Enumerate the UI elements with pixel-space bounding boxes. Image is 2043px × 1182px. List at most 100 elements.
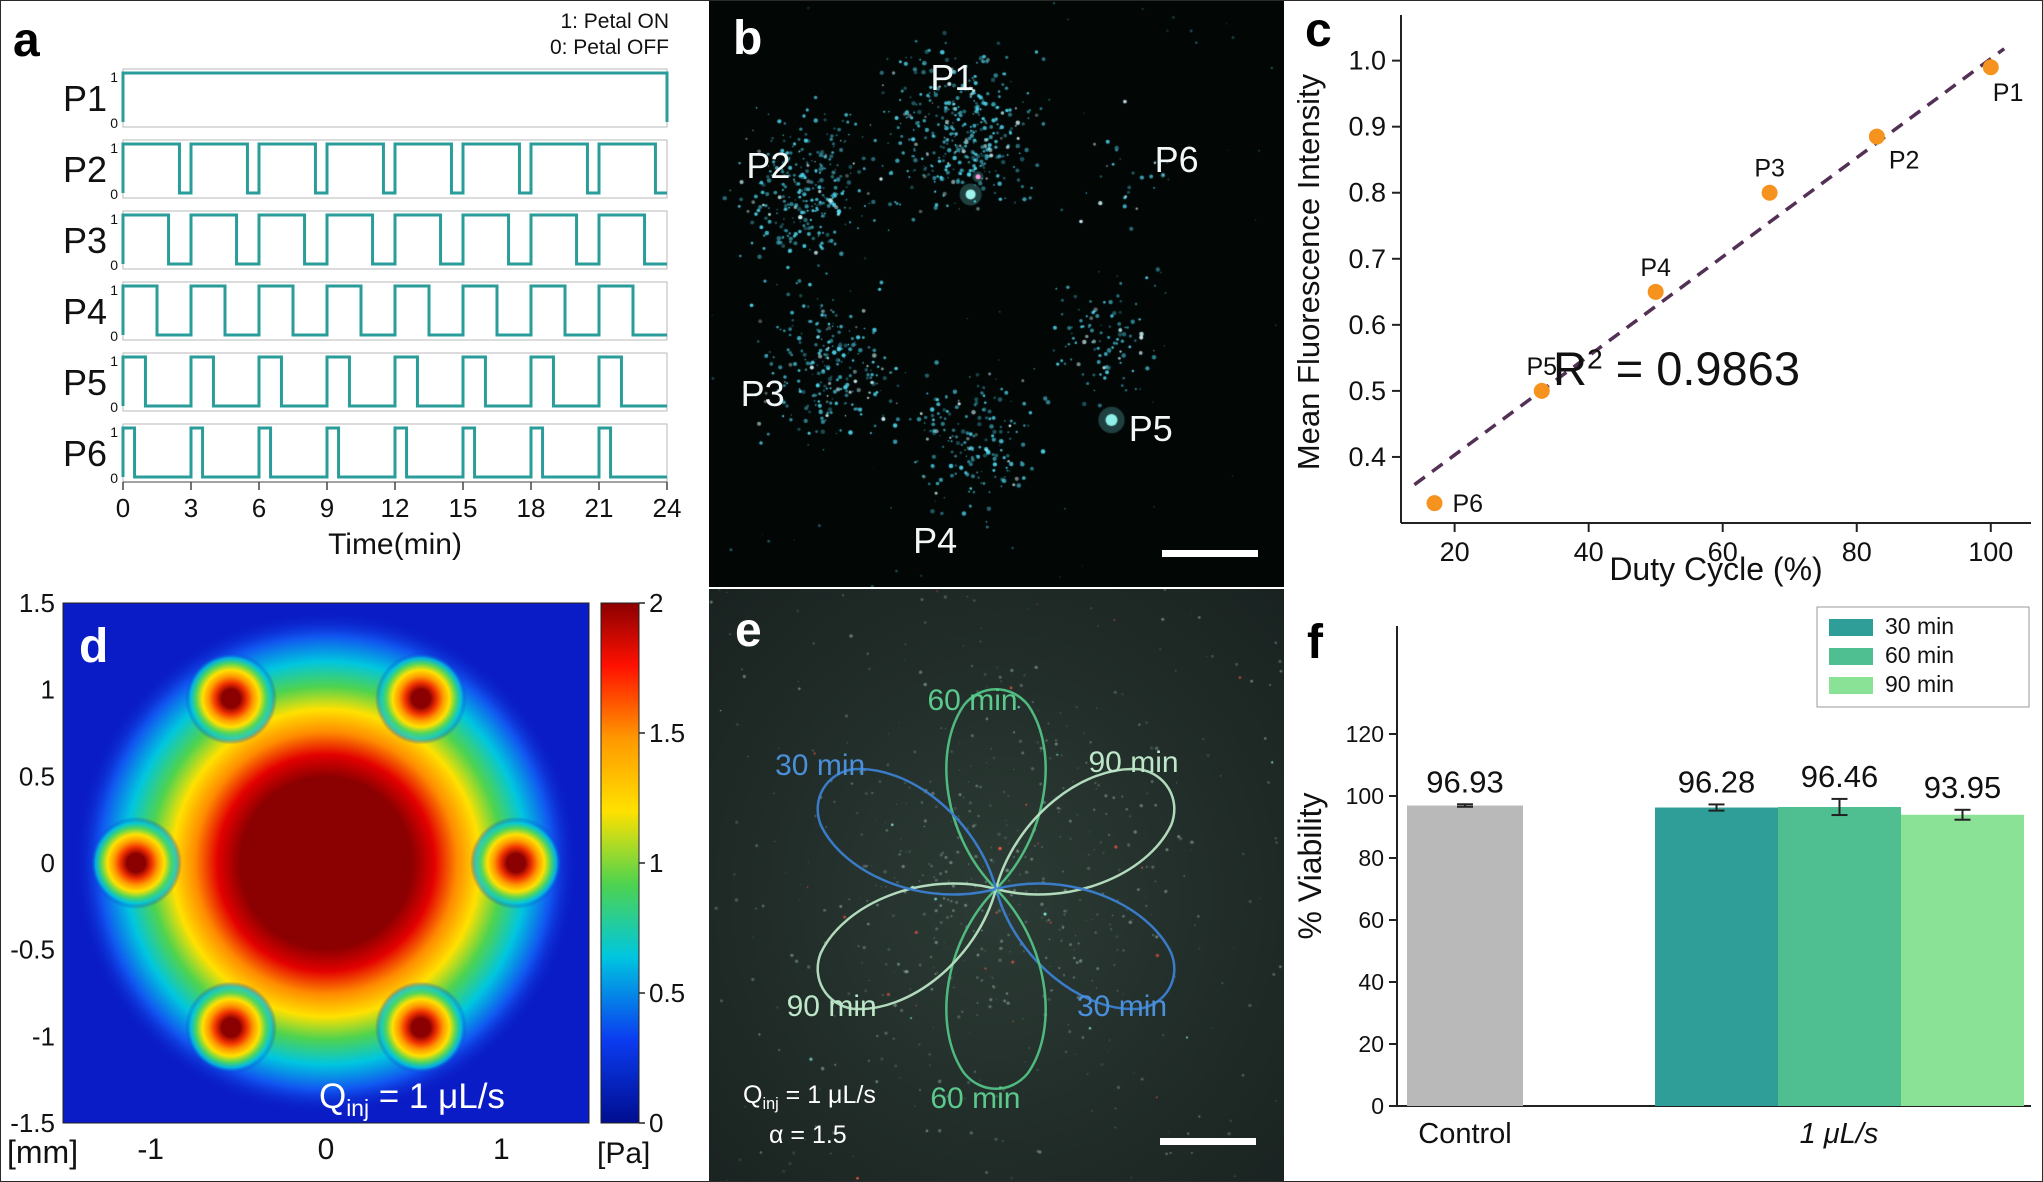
x-tick-label: 0 bbox=[116, 493, 130, 523]
point-label-p4: P4 bbox=[1640, 254, 1671, 282]
waveform-p2 bbox=[121, 142, 667, 195]
bar-value-label: 93.95 bbox=[1924, 770, 2002, 805]
point-label-p5: P5 bbox=[1526, 353, 1557, 381]
x-tick-label: 80 bbox=[1842, 537, 1872, 567]
panel-b-fluorescence-image: P1 P2 P6 P3 P5 P4 b bbox=[709, 1, 1284, 587]
y-tick-label: 1 bbox=[41, 675, 55, 705]
data-point-p1 bbox=[1982, 59, 1999, 76]
colorbar-tick-label: 0 bbox=[649, 1108, 663, 1138]
region-label-p2: P2 bbox=[746, 144, 791, 186]
trace-label-p6: P6 bbox=[63, 433, 107, 474]
y-tick-label: 0.5 bbox=[1348, 376, 1386, 406]
pressure-orifice-peak bbox=[185, 981, 277, 1074]
y-tick-label: 60 bbox=[1358, 907, 1384, 933]
x-tick-label: 9 bbox=[320, 493, 334, 523]
petal-outline-90-min bbox=[994, 767, 1176, 896]
bar-90-min bbox=[1901, 814, 2024, 1106]
r2-base: R bbox=[1553, 342, 1587, 395]
level-0-tick: 0 bbox=[110, 399, 118, 415]
x-tick-label: 15 bbox=[449, 493, 478, 523]
petal-time-label: 60 min bbox=[927, 684, 1018, 718]
x-tick-label: 60 bbox=[1708, 537, 1738, 567]
y-tick-label: 20 bbox=[1358, 1031, 1384, 1057]
level-1-tick: 1 bbox=[110, 424, 118, 440]
level-1-tick: 1 bbox=[110, 69, 118, 85]
panel-f-viability-bar-chart: 0 20 40 60 80 100 120 % Viability 96.93 96.28 96.4… bbox=[1289, 591, 2042, 1181]
r2-value: = 0.9863 bbox=[1602, 342, 1800, 395]
legend-swatch bbox=[1829, 677, 1873, 694]
level-0-tick: 0 bbox=[110, 115, 118, 131]
heatmap-chart: 1.5 1 0.5 0 -0.5 -1 -1.5 -1 0 1 [mm] 0 0.5 1 1.5 2 [Pa] bbox=[7, 591, 685, 1170]
x-tick-label: 3 bbox=[184, 493, 198, 523]
level-0-tick: 0 bbox=[110, 257, 118, 273]
point-label-p6: P6 bbox=[1453, 490, 1484, 518]
legend-label: 30 min bbox=[1885, 613, 1954, 639]
petal-region-labels: P1 P2 P6 P3 P5 P4 bbox=[709, 1, 1284, 587]
colorbar-tick-label: 1 bbox=[649, 848, 663, 878]
flow-rate-annotation: Qinj = 1 μL/s bbox=[319, 1077, 505, 1122]
y-tick-label: 0 bbox=[1371, 1093, 1384, 1119]
pressure-orifice-peak bbox=[90, 817, 182, 909]
legend-swatch bbox=[1829, 648, 1873, 665]
panel-letter-f: f bbox=[1307, 616, 1323, 669]
alpha-annotation: α = 1.5 bbox=[769, 1121, 847, 1149]
y-tick-label: -1.5 bbox=[10, 1108, 55, 1138]
y-tick-label: -0.5 bbox=[10, 935, 55, 965]
level-1-tick: 1 bbox=[110, 140, 118, 156]
scale-bar bbox=[1162, 550, 1258, 557]
legend-petal-on: 1: Petal ON bbox=[560, 10, 669, 33]
x-tick-label: -1 bbox=[137, 1133, 164, 1166]
x-tick-label: 18 bbox=[517, 493, 546, 523]
pressure-center-peak bbox=[74, 611, 578, 1115]
data-point-p5 bbox=[1533, 382, 1550, 399]
trace-label-p2: P2 bbox=[63, 149, 107, 190]
group-label-control: Control bbox=[1418, 1118, 1512, 1150]
level-1-tick: 1 bbox=[110, 353, 118, 369]
panel-letter-e: e bbox=[735, 604, 762, 657]
level-0-tick: 0 bbox=[110, 470, 118, 486]
waveform-p6 bbox=[121, 426, 667, 479]
region-label-p1: P1 bbox=[930, 56, 975, 98]
x-tick-label: 100 bbox=[1968, 537, 2013, 567]
q-value: = 1 μL/s bbox=[778, 1081, 876, 1109]
petal-time-label: 30 min bbox=[1077, 989, 1168, 1023]
waveform-p5 bbox=[121, 355, 667, 408]
trace-label-p1: P1 bbox=[63, 78, 107, 119]
point-label-p2: P2 bbox=[1889, 147, 1920, 175]
waveform-p3 bbox=[121, 213, 667, 266]
bar-value-label: 96.28 bbox=[1678, 764, 1756, 799]
region-label-p5: P5 bbox=[1128, 408, 1173, 450]
colorbar-tick-label: 1.5 bbox=[649, 718, 685, 748]
legend-label: 90 min bbox=[1885, 671, 1954, 697]
petal-time-label: 60 min bbox=[930, 1082, 1021, 1116]
panel-c-scatter-plot: 0.4 0.5 0.6 0.7 0.8 0.9 1.0 20 40 60 80 100 Duty Cyc… bbox=[1289, 1, 2042, 589]
colorbar-tick-label: 2 bbox=[649, 591, 663, 618]
petal-outline-60-min bbox=[945, 688, 1047, 890]
panel-e-petal-outline-image: 30 min 60 min 90 min 90 min 30 min 60 min e Q… bbox=[709, 589, 1284, 1181]
trace-frame bbox=[122, 68, 668, 128]
region-label-p3: P3 bbox=[740, 373, 785, 415]
petal-time-labels: 30 min 60 min 90 min 90 min 30 min 60 min bbox=[709, 589, 1284, 1181]
x-axis-label: Duty Cycle (%) bbox=[1609, 551, 1822, 587]
x-tick-label: 20 bbox=[1440, 537, 1470, 567]
y-tick-label: 0.7 bbox=[1348, 244, 1386, 274]
y-tick-label: 1.5 bbox=[19, 591, 55, 618]
region-label-p6: P6 bbox=[1154, 138, 1199, 180]
pressure-orifice-peak bbox=[470, 817, 562, 909]
petal-outline-30-min bbox=[994, 882, 1176, 1011]
petal-time-label: 30 min bbox=[775, 749, 866, 783]
x-tick-label: 6 bbox=[252, 493, 266, 523]
level-1-tick: 1 bbox=[110, 282, 118, 298]
data-point-p3 bbox=[1761, 184, 1778, 201]
pressure-orifice-peak bbox=[185, 652, 277, 745]
x-tick-label: 21 bbox=[585, 493, 614, 523]
q-subscript: inj bbox=[762, 1095, 779, 1113]
petal-time-label: 90 min bbox=[786, 989, 877, 1023]
colorbar bbox=[600, 602, 640, 1124]
y-tick-label: 120 bbox=[1346, 721, 1384, 747]
r-squared-annotation: R2 = 0.9863 bbox=[1553, 341, 1800, 396]
y-tick-label: 80 bbox=[1358, 845, 1384, 871]
level-1-tick: 1 bbox=[110, 211, 118, 227]
